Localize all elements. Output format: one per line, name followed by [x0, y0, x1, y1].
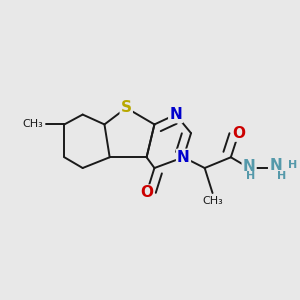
Text: H: H [288, 160, 297, 170]
Text: O: O [140, 185, 153, 200]
Text: N: N [243, 159, 256, 174]
Text: N: N [169, 107, 182, 122]
Text: O: O [232, 126, 245, 141]
Text: H: H [246, 171, 255, 181]
Text: CH₃: CH₃ [23, 119, 44, 129]
Text: CH₃: CH₃ [202, 196, 223, 206]
Text: N: N [177, 150, 190, 165]
Text: N: N [269, 158, 282, 172]
Text: H: H [277, 171, 286, 181]
Text: S: S [121, 100, 132, 116]
